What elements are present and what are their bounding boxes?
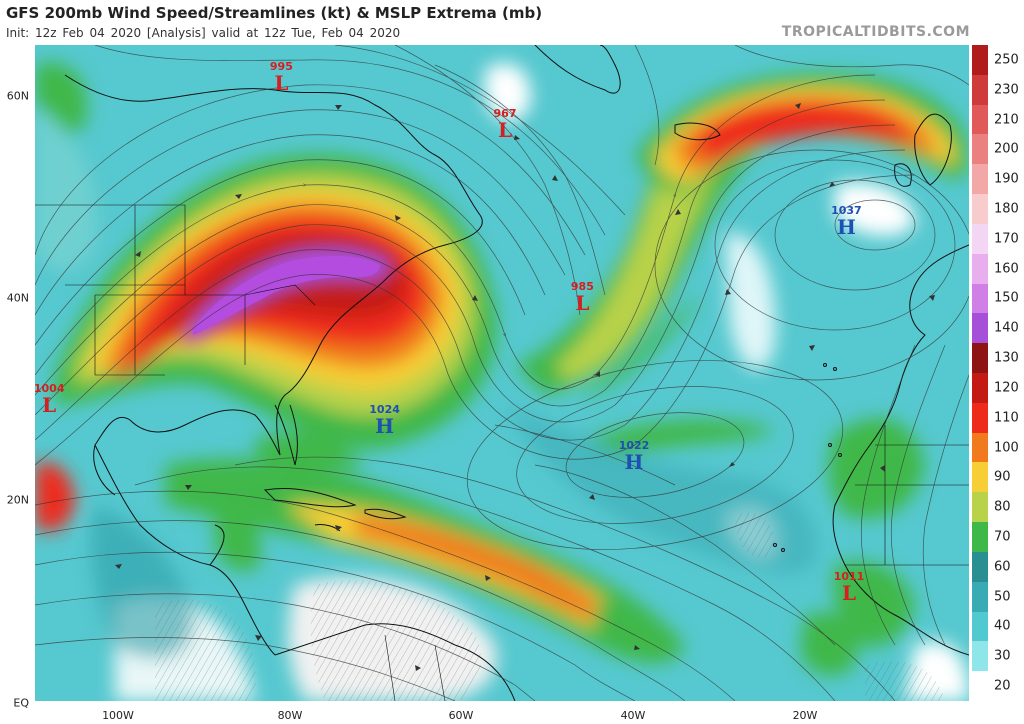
colorbar-swatch-180 [972, 194, 988, 225]
mslp-high-1022: 1022 H [618, 438, 650, 474]
lat-label-eq: EQ [13, 696, 29, 710]
brand-watermark: TROPICALTIDBITS.COM [781, 24, 970, 40]
lon-label-40w: 40W [620, 709, 646, 722]
colorbar-swatch-150 [972, 283, 988, 314]
colorbar-swatch-230 [972, 74, 988, 106]
colorbar-swatch-90 [972, 462, 988, 493]
colorbar-label-190: 190 [994, 171, 1019, 187]
colorbar-swatch-140 [972, 313, 988, 344]
lat-label-60n: 60N [6, 89, 29, 103]
lon-label-20w: 20W [792, 709, 818, 722]
colorbar-swatch-30 [972, 641, 988, 672]
lon-label-80w: 80W [277, 709, 303, 722]
colorbar-label-30: 30 [994, 648, 1011, 664]
low-pressure-symbol: L [42, 392, 57, 417]
low-pressure-symbol: L [575, 290, 590, 315]
map-subtitle: Init: 12z Feb 04 2020 [Analysis] valid a… [6, 26, 401, 40]
colorbar-label-180: 180 [994, 201, 1019, 217]
lon-label-60w: 60W [448, 709, 474, 722]
colorbar-swatch-100 [972, 432, 988, 463]
pressure-value: 1022 [618, 438, 650, 452]
colorbar-swatch-60 [972, 551, 988, 583]
colorbar-swatch-80 [972, 492, 988, 523]
colorbar-label-70: 70 [994, 529, 1011, 545]
map-title: GFS 200mb Wind Speed/Streamlines (kt) & … [6, 4, 543, 22]
high-pressure-symbol: H [836, 215, 856, 240]
low-pressure-symbol: L [274, 70, 289, 95]
colorbar-label-160: 160 [994, 261, 1019, 277]
colorbar-label-230: 230 [994, 82, 1019, 98]
longitude-axis: 100W 80W 60W 40W 20W [35, 701, 969, 724]
colorbar-label-20: 20 [994, 678, 1011, 694]
colorbar-swatch-170 [972, 223, 988, 255]
mslp-low-1011: 1011 L [833, 569, 865, 605]
colorbar-label-170: 170 [994, 231, 1019, 247]
mslp-high-1024: 1024 H [369, 403, 400, 439]
lat-label-20n: 20N [6, 493, 29, 507]
colorbar-label-100: 100 [994, 440, 1019, 456]
wind-speed-colorbar: 250 230 210 200 190 180 170 160 150 140 130 120 110 1… [969, 45, 1024, 702]
colorbar-label-90: 90 [994, 469, 1011, 485]
lon-label-100w: 100W [102, 709, 134, 722]
high-pressure-symbol: H [624, 449, 644, 474]
pressure-value: 1004 [35, 381, 65, 395]
wind-speed-field [35, 45, 969, 701]
mslp-low-967: 967 L [493, 107, 517, 143]
colorbar-label-250: 250 [994, 52, 1019, 68]
colorbar-swatch-210 [972, 104, 988, 135]
colorbar-label-150: 150 [994, 290, 1019, 306]
colorbar-label-210: 210 [994, 112, 1019, 128]
streamline-arrows [115, 103, 935, 671]
mslp-low-1004: 1004 L [35, 381, 65, 417]
colorbar-label-110: 110 [994, 410, 1019, 426]
colorbar-swatch-190 [972, 164, 988, 195]
mslp-low-985: 985 L [570, 279, 594, 315]
hatched-land [155, 512, 945, 701]
colorbar-label-200: 200 [994, 141, 1019, 157]
pressure-value: 1024 [369, 403, 400, 417]
low-pressure-symbol: L [841, 580, 857, 605]
pressure-value: 967 [493, 107, 517, 121]
wind-map-area: 995 L 967 L 985 L 1004 L 1011 L 1037 H 1024 H 1022 H [35, 45, 969, 701]
pressure-value: 995 [269, 59, 293, 73]
colorbar-swatch-70 [972, 522, 988, 553]
pressure-value: 1011 [833, 569, 865, 583]
colorbar-swatch-250 [972, 45, 988, 76]
pressure-value: 985 [570, 279, 594, 293]
colorbar-label-40: 40 [994, 618, 1011, 634]
colorbar-swatch-200 [972, 134, 988, 165]
mslp-high-1037: 1037 H [831, 204, 862, 240]
colorbar-swatch-110 [972, 402, 988, 434]
pressure-value: 1037 [831, 204, 862, 218]
colorbar-label-80: 80 [994, 499, 1011, 515]
streamlines [35, 45, 969, 701]
colorbar-label-60: 60 [994, 559, 1011, 575]
mslp-low-995: 995 L [269, 59, 293, 95]
low-pressure-symbol: L [497, 118, 513, 143]
high-pressure-symbol: H [375, 414, 395, 439]
colorbar-label-50: 50 [994, 589, 1011, 605]
colorbar-label-140: 140 [994, 320, 1019, 336]
colorbar-swatch-20 [972, 671, 988, 702]
latitude-axis: 60N 40N 20N EQ [0, 45, 35, 710]
colorbar-swatch-160 [972, 253, 988, 285]
colorbar-swatch-120 [972, 373, 988, 404]
colorbar-swatch-130 [972, 343, 988, 374]
colorbar-swatch-40 [972, 611, 988, 642]
colorbar-swatch-50 [972, 581, 988, 613]
colorbar-label-120: 120 [994, 380, 1019, 396]
colorbar-label-130: 130 [994, 350, 1019, 366]
lat-label-40n: 40N [6, 291, 29, 305]
